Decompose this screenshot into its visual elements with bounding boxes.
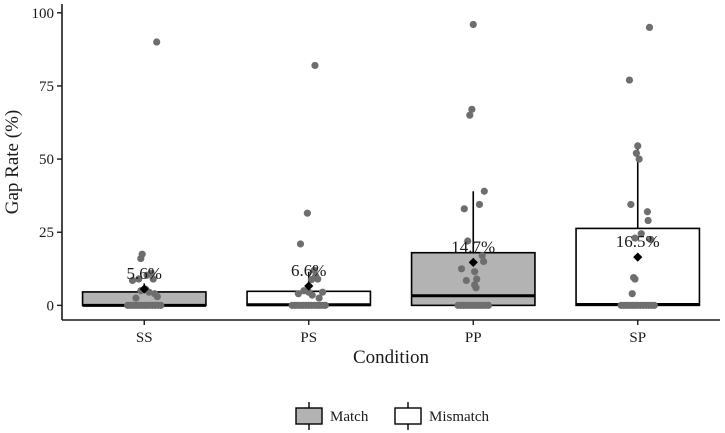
mean-marker <box>633 252 643 262</box>
data-point <box>637 230 645 238</box>
data-point <box>308 291 316 299</box>
data-point <box>625 76 634 84</box>
data-point <box>153 292 161 301</box>
mean-marker <box>468 257 478 267</box>
data-point <box>475 200 484 209</box>
data-point <box>480 257 488 266</box>
data-point <box>318 288 327 296</box>
data-point <box>147 269 155 277</box>
mean-label: 6.6% <box>291 261 326 280</box>
data-point <box>484 301 493 309</box>
data-point <box>632 149 640 157</box>
data-point <box>631 275 639 283</box>
data-point <box>153 38 161 46</box>
data-point <box>473 275 481 283</box>
data-point <box>132 294 140 302</box>
data-point <box>321 301 329 309</box>
data-point <box>466 111 474 119</box>
data-point <box>644 216 652 225</box>
data-point <box>460 205 468 213</box>
data-point <box>650 301 658 309</box>
axes-layer <box>61 4 720 321</box>
mean-label: 5.6% <box>127 264 162 283</box>
mean-label: 14.7% <box>451 237 495 256</box>
x-tick-label: PP <box>465 330 482 346</box>
data-point <box>294 290 302 298</box>
data-point <box>138 250 146 258</box>
x-tick-label: SS <box>136 330 153 346</box>
x-axis-title: Condition <box>353 347 430 368</box>
y-ticks: 0 25 50 75 100 <box>32 6 62 314</box>
data-point <box>472 284 480 292</box>
data-point <box>457 265 466 273</box>
data-point <box>464 237 472 245</box>
legend-label: Mismatch <box>429 409 489 425</box>
data-point <box>303 209 311 217</box>
point-layer <box>124 20 658 309</box>
y-tick-label: 100 <box>32 6 55 22</box>
data-point <box>315 294 323 302</box>
data-point <box>149 275 157 283</box>
y-axis-title: Gap Rate (%) <box>2 110 23 214</box>
legend: Match Mismatch <box>295 402 489 430</box>
data-point <box>311 61 319 70</box>
y-tick-label: 0 <box>47 298 55 314</box>
box-layer <box>81 144 701 307</box>
data-point <box>462 276 470 285</box>
mean-layer: 5.6% 6.6% 14.7% 16.5% <box>127 232 660 294</box>
data-point <box>296 240 305 248</box>
y-tick-label: 25 <box>39 225 54 241</box>
data-point <box>307 276 316 284</box>
mean-label: 16.5% <box>616 232 660 251</box>
data-point <box>478 252 486 260</box>
y-tick-label: 50 <box>39 152 54 168</box>
data-point <box>157 301 165 309</box>
data-point <box>471 268 479 276</box>
data-point <box>135 275 143 283</box>
data-point <box>310 266 318 274</box>
data-point <box>635 155 643 163</box>
data-point <box>643 208 652 216</box>
x-ticks: SS PS PP SP <box>136 320 646 346</box>
mean-marker <box>139 284 149 294</box>
y-tick-label: 75 <box>39 79 54 95</box>
data-point <box>314 275 322 283</box>
mean-marker <box>304 281 314 291</box>
legend-label: Match <box>330 409 369 425</box>
data-point <box>480 187 488 195</box>
data-point <box>469 20 477 29</box>
data-point <box>628 290 636 298</box>
data-point <box>634 142 642 150</box>
data-point <box>627 200 635 209</box>
legend-key-mismatch <box>394 407 422 425</box>
legend-key-match <box>295 407 323 425</box>
data-point <box>468 105 476 113</box>
data-point <box>645 23 654 32</box>
x-tick-label: SP <box>629 330 646 346</box>
data-point <box>631 234 639 242</box>
data-point <box>647 235 655 244</box>
data-point <box>128 276 137 285</box>
x-tick-label: PS <box>300 330 317 346</box>
